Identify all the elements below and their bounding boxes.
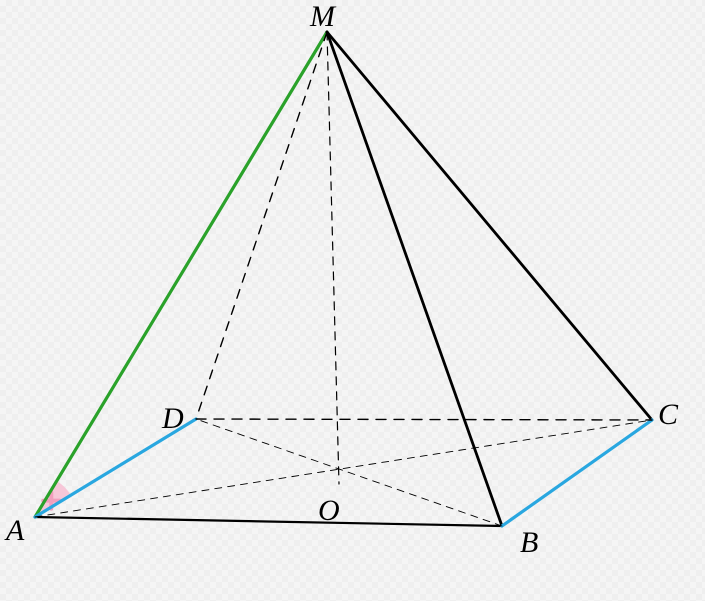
pyramid-diagram: M A B C D O — [0, 0, 693, 589]
edge-AB — [35, 517, 502, 526]
edge-AC — [35, 420, 652, 517]
label-B: B — [520, 526, 538, 559]
edge-MD — [196, 32, 327, 419]
edge-MO — [327, 32, 339, 484]
edge-BD — [196, 419, 502, 526]
label-A: A — [4, 514, 25, 547]
label-O: O — [318, 494, 340, 527]
label-C: C — [658, 398, 679, 431]
edge-MA — [35, 32, 327, 517]
edge-DC — [196, 419, 652, 420]
edge-MC — [327, 32, 652, 420]
edge-MB — [327, 32, 502, 526]
label-M: M — [309, 0, 337, 33]
edge-BC — [502, 420, 652, 526]
label-D: D — [161, 402, 184, 435]
